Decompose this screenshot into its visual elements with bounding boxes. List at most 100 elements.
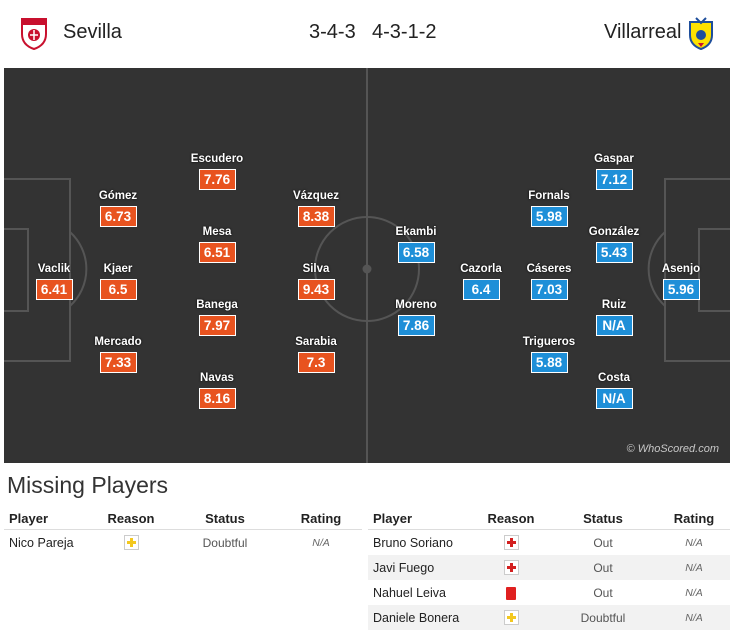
player-rating: N/A bbox=[595, 388, 633, 409]
away-missing-table: Player Reason Status Rating Bruno Sorian… bbox=[368, 507, 730, 630]
col-status: Status bbox=[170, 507, 280, 530]
col-player: Player bbox=[4, 507, 92, 530]
player-rating: 7.12 bbox=[595, 169, 633, 190]
player-rating: 6.58 bbox=[397, 242, 435, 263]
missing-rating: N/A bbox=[658, 555, 730, 580]
home-player-vaclik[interactable]: Vaclik 6.41 bbox=[14, 262, 94, 300]
player-name: Cazorla bbox=[460, 263, 502, 275]
col-rating: Rating bbox=[658, 507, 730, 530]
missing-rating: N/A bbox=[658, 605, 730, 630]
missing-player-name[interactable]: Javi Fuego bbox=[368, 555, 474, 580]
player-name: Banega bbox=[196, 299, 238, 311]
missing-rating: N/A bbox=[685, 586, 703, 599]
player-rating: 7.76 bbox=[198, 169, 236, 190]
away-player-ruiz[interactable]: Ruiz N/A bbox=[574, 298, 654, 336]
missing-status: Out bbox=[593, 585, 613, 600]
missing-rating: N/A bbox=[685, 536, 703, 549]
player-name: Costa bbox=[598, 372, 630, 384]
table-row: Bruno Soriano Out N/A bbox=[368, 530, 730, 556]
missing-player-name[interactable]: Nico Pareja bbox=[9, 535, 74, 550]
sevilla-crest-icon bbox=[21, 18, 47, 50]
table-row: Nico Pareja Doubtful N/A bbox=[4, 530, 362, 556]
player-rating: 7.03 bbox=[530, 279, 568, 300]
watermark: © WhoScored.com bbox=[626, 443, 719, 455]
player-name: Gómez bbox=[98, 190, 138, 202]
player-name: Fornals bbox=[528, 190, 570, 202]
player-name: Asenjo bbox=[661, 263, 701, 275]
missing-rating: N/A bbox=[312, 536, 330, 549]
missing-players-title: Missing Players bbox=[7, 472, 169, 498]
player-rating: 7.86 bbox=[397, 315, 435, 336]
player-rating: 5.98 bbox=[530, 206, 568, 227]
away-player-costa[interactable]: Costa N/A bbox=[574, 371, 654, 409]
injury-icon bbox=[503, 560, 519, 576]
home-player-vazquez[interactable]: Vázquez 8.38 bbox=[276, 189, 356, 227]
away-player-moreno[interactable]: Moreno 7.86 bbox=[376, 298, 456, 336]
player-rating: 6.41 bbox=[35, 279, 73, 300]
table-row: Daniele Bonera Doubtful N/A bbox=[368, 605, 730, 630]
away-player-caseres[interactable]: Cáseres 7.03 bbox=[509, 262, 589, 300]
pitch: Vaclik 6.41 Kjaer 6.5 Gómez 6.73 Mercado… bbox=[4, 68, 730, 463]
home-player-escudero[interactable]: Escudero 7.76 bbox=[177, 152, 257, 190]
home-formation: 3-4-3 bbox=[309, 21, 356, 43]
player-name: Escudero bbox=[190, 153, 244, 165]
player-name: Gaspar bbox=[594, 153, 634, 165]
injury-icon bbox=[503, 535, 519, 551]
player-rating: 6.51 bbox=[198, 242, 236, 263]
player-name: Vaclik bbox=[37, 263, 71, 275]
home-player-sarabia[interactable]: Sarabia 7.3 bbox=[276, 335, 356, 373]
home-player-gomez[interactable]: Gómez 6.73 bbox=[78, 189, 158, 227]
table-header: Player Reason Status Rating bbox=[4, 507, 362, 530]
match-header: Sevilla 3-4-3 4-3-1-2 Villarreal bbox=[0, 0, 730, 66]
home-player-kjaer[interactable]: Kjaer 6.5 bbox=[78, 262, 158, 300]
missing-status: Out bbox=[593, 535, 613, 550]
home-player-silva[interactable]: Silva 9.43 bbox=[276, 262, 356, 300]
away-formation: 4-3-1-2 bbox=[372, 21, 437, 43]
player-rating: 5.88 bbox=[530, 352, 568, 373]
player-rating: 6.5 bbox=[99, 279, 137, 300]
col-status: Status bbox=[548, 507, 658, 530]
player-name: Ruiz bbox=[601, 299, 627, 311]
home-team-name[interactable]: Sevilla bbox=[63, 21, 122, 43]
player-name: Ekambi bbox=[395, 226, 437, 238]
player-rating: 7.33 bbox=[99, 352, 137, 373]
player-name: Cáseres bbox=[526, 263, 572, 275]
player-name: Navas bbox=[200, 372, 234, 384]
away-player-fornals[interactable]: Fornals 5.98 bbox=[509, 189, 589, 227]
away-player-gonzalez[interactable]: González 5.43 bbox=[574, 225, 654, 263]
player-rating: N/A bbox=[595, 315, 633, 336]
player-name: Mesa bbox=[202, 226, 232, 238]
player-rating: 6.73 bbox=[99, 206, 137, 227]
away-player-cazorla[interactable]: Cazorla 6.4 bbox=[441, 262, 521, 300]
player-name: Mercado bbox=[94, 336, 142, 348]
missing-status: Out bbox=[548, 555, 658, 580]
player-rating: 8.16 bbox=[198, 388, 236, 409]
player-name: González bbox=[588, 226, 640, 238]
home-player-navas[interactable]: Navas 8.16 bbox=[177, 371, 257, 409]
doubtful-icon bbox=[123, 535, 139, 551]
pitch-markings bbox=[4, 68, 730, 463]
table-header: Player Reason Status Rating bbox=[368, 507, 730, 530]
villarreal-crest-icon bbox=[689, 17, 713, 50]
missing-player-name[interactable]: Daniele Bonera bbox=[368, 605, 474, 630]
away-player-asenjo[interactable]: Asenjo 5.96 bbox=[641, 262, 721, 300]
player-rating: 7.97 bbox=[198, 315, 236, 336]
missing-player-name[interactable]: Nahuel Leiva bbox=[373, 585, 446, 600]
player-rating: 8.38 bbox=[297, 206, 335, 227]
home-player-banega[interactable]: Banega 7.97 bbox=[177, 298, 257, 336]
player-rating: 5.96 bbox=[662, 279, 700, 300]
away-player-trigueros[interactable]: Trigueros 5.88 bbox=[509, 335, 589, 373]
home-player-mesa[interactable]: Mesa 6.51 bbox=[177, 225, 257, 263]
missing-player-name[interactable]: Bruno Soriano bbox=[373, 535, 453, 550]
home-player-mercado[interactable]: Mercado 7.33 bbox=[78, 335, 158, 373]
table-row: Javi Fuego Out N/A bbox=[368, 555, 730, 580]
col-reason: Reason bbox=[474, 507, 548, 530]
player-name: Moreno bbox=[395, 299, 437, 311]
away-player-ekambi[interactable]: Ekambi 6.58 bbox=[376, 225, 456, 263]
away-player-gaspar[interactable]: Gaspar 7.12 bbox=[574, 152, 654, 190]
missing-status: Doubtful bbox=[202, 535, 248, 550]
player-name: Trigueros bbox=[522, 336, 576, 348]
col-player: Player bbox=[368, 507, 474, 530]
away-team-name[interactable]: Villarreal bbox=[604, 21, 682, 43]
player-name: Sarabia bbox=[295, 336, 337, 348]
